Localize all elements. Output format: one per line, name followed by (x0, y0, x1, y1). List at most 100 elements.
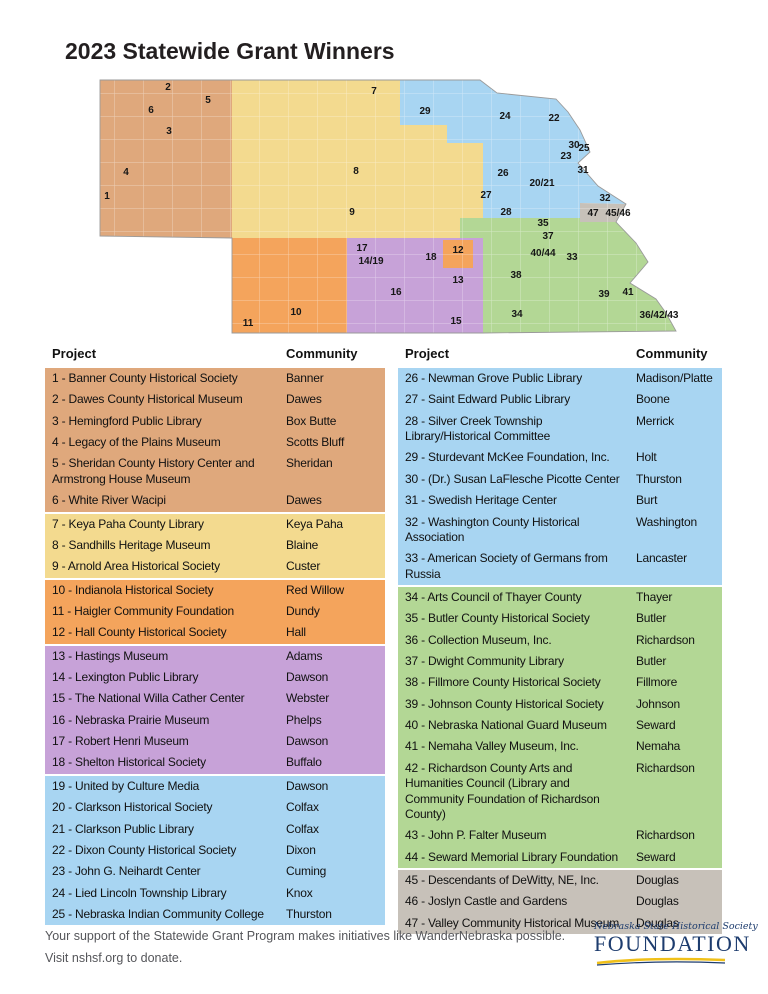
state-outline (99, 79, 677, 334)
table-row: 21 - Clarkson Public Library Colfax (45, 819, 385, 840)
project-cell: 8 - Sandhills Heritage Museum (52, 537, 211, 552)
map-marker-14-19: 14/19 (358, 256, 384, 267)
map-marker-22: 22 (548, 113, 560, 124)
map-marker-32: 32 (599, 193, 611, 204)
project-cell: 42 - Richardson County Arts and Humaniti… (405, 760, 600, 821)
map-marker-39: 39 (598, 289, 610, 300)
community-cell: Thurston (636, 471, 682, 486)
project-cell: 11 - Haigler Community Foundation (52, 603, 234, 618)
logo-society-script-text: Nebraska State Historical Society (594, 921, 758, 932)
map-marker-30: 30 (568, 140, 580, 151)
project-cell: 21 - Clarkson Public Library (52, 821, 194, 836)
project-cell: 25 - Nebraska Indian Community College (52, 906, 264, 921)
project-cell: 20 - Clarkson Historical Society (52, 800, 213, 815)
community-cell: Thurston (286, 906, 332, 921)
project-cell: 17 - Robert Henri Museum (52, 734, 189, 749)
map-marker-3: 3 (166, 126, 172, 137)
project-column-header: Project (405, 346, 450, 361)
community-cell: Adams (286, 648, 323, 663)
map-marker-16: 16 (390, 287, 402, 298)
project-cell: 38 - Fillmore County Historical Society (405, 675, 601, 690)
map-marker-35: 35 (537, 218, 549, 229)
logo-swoosh-icon (596, 958, 726, 967)
table-row: 4 - Legacy of the Plains Museum Scotts Bl… (45, 432, 385, 453)
project-cell: 27 - Saint Edward Public Library (405, 392, 571, 407)
map-marker-4: 4 (123, 167, 129, 178)
map-marker-20-21: 20/21 (529, 178, 555, 189)
project-cell: 18 - Shelton Historical Society (52, 755, 206, 770)
community-cell: Sheridan (286, 456, 333, 471)
table-row: 7 - Keya Paha County Library Keya Paha (45, 514, 385, 535)
table-row: 24 - Lied Lincoln Township Library Knox (45, 883, 385, 904)
community-cell: Custer (286, 559, 321, 574)
community-cell: Butler (636, 654, 667, 669)
project-cell: 12 - Hall County Historical Society (52, 625, 227, 640)
community-cell: Dawson (286, 734, 329, 749)
table-row: 30 - (Dr.) Susan LaFlesche Picotte Cente… (398, 469, 722, 490)
table-body: 26 - Newman Grove Public Library Madison/… (398, 368, 722, 935)
table-row: 47 - Valley Community Historical Museum D… (398, 913, 722, 934)
table-row: 43 - John P. Falter Museum Richardson (398, 825, 722, 846)
map-marker-38: 38 (510, 270, 522, 281)
community-cell: Banner (286, 371, 324, 385)
community-cell: Keya Paha (286, 516, 343, 531)
community-cell: Douglas (636, 915, 679, 930)
table-row: 33 - American Society of Germans from Ru… (398, 548, 722, 585)
table-row: 9 - Arnold Area Historical Society Custer (45, 556, 385, 577)
map-marker-37: 37 (542, 231, 554, 242)
table-row: 16 - Nebraska Prairie Museum Phelps (45, 710, 385, 731)
table-row: 25 - Nebraska Indian Community College Th… (45, 904, 385, 925)
table-row: 6 - White River Wacipi Dawes (45, 490, 385, 511)
table-row: 1 - Banner County Historical Society Bann… (45, 368, 385, 389)
nebraska-map-svg (99, 79, 677, 334)
community-cell: Nemaha (636, 739, 681, 754)
project-cell: 5 - Sheridan County History Center and A… (52, 456, 255, 486)
table-row: 29 - Sturdevant McKee Foundation, Inc. Ho… (398, 447, 722, 468)
map-marker-8: 8 (353, 166, 359, 177)
project-cell: 22 - Dixon County Historical Society (52, 842, 237, 857)
project-cell: 13 - Hastings Museum (52, 648, 169, 663)
map-marker-45-46: 45/46 (605, 208, 631, 219)
page-title: 2023 Statewide Grant Winners (65, 38, 395, 64)
map-marker-36-42-43: 36/42/43 (639, 310, 679, 321)
project-cell: 29 - Sturdevant McKee Foundation, Inc. (405, 450, 610, 465)
table-row: 2 - Dawes County Historical Museum Dawes (45, 389, 385, 410)
community-cell: Scotts Bluff (286, 435, 345, 450)
nebraska-map: 1 2 3 4 5 6 7 8 9 10 11 12 13 14/19 15 16 17 18 20/21 22 23 2… (85, 70, 685, 345)
project-cell: 10 - Indianola Historical Society (52, 582, 214, 597)
map-marker-6: 6 (148, 105, 154, 116)
project-cell: 9 - Arnold Area Historical Society (52, 559, 220, 574)
table-row: 26 - Newman Grove Public Library Madison/… (398, 368, 722, 389)
table-group-southeast: 34 - Arts Council of Thayer County Thayer… (398, 586, 722, 868)
community-cell: Box Butte (286, 413, 337, 428)
footer-support-text: Your support of the Statewide Grant Prog… (45, 929, 566, 943)
table-row: 35 - Butler County Historical Society But… (398, 608, 722, 629)
community-cell: Thayer (636, 589, 673, 604)
community-cell: Blaine (286, 537, 319, 552)
table-row: 45 - Descendants of DeWitty, NE, Inc. Dou… (398, 870, 722, 891)
table-row: 42 - Richardson County Arts and Humaniti… (398, 758, 722, 825)
table-row: 19 - United by Culture Media Dawson (45, 776, 385, 797)
map-marker-40-44: 40/44 (530, 248, 556, 259)
footer-donate-text: Visit nshsf.org to donate. (45, 951, 183, 965)
project-cell: 39 - Johnson County Historical Society (405, 696, 604, 711)
project-cell: 23 - John G. Neihardt Center (52, 864, 201, 879)
project-cell: 28 - Silver Creek Township Library/Histo… (405, 413, 551, 444)
map-marker-26: 26 (497, 168, 509, 179)
community-cell: Boone (636, 392, 670, 407)
community-cell: Madison/Platte (636, 371, 713, 385)
project-cell: 6 - White River Wacipi (52, 493, 166, 508)
project-cell: 14 - Lexington Public Library (52, 670, 199, 685)
logo-foundation-text: FOUNDATION (594, 931, 751, 957)
map-marker-10: 10 (290, 307, 302, 318)
project-cell: 44 - Seward Memorial Library Foundation (405, 849, 618, 864)
project-cell: 30 - (Dr.) Susan LaFlesche Picotte Cente… (405, 471, 620, 486)
table-row: 11 - Haigler Community Foundation Dundy (45, 601, 385, 622)
map-marker-12: 12 (452, 245, 464, 256)
community-cell: Dawes (286, 493, 322, 508)
table-header-row: Project Community (398, 345, 722, 362)
map-marker-41: 41 (622, 287, 634, 298)
community-cell: Lancaster (636, 551, 687, 566)
project-cell: 2 - Dawes County Historical Museum (52, 392, 243, 407)
